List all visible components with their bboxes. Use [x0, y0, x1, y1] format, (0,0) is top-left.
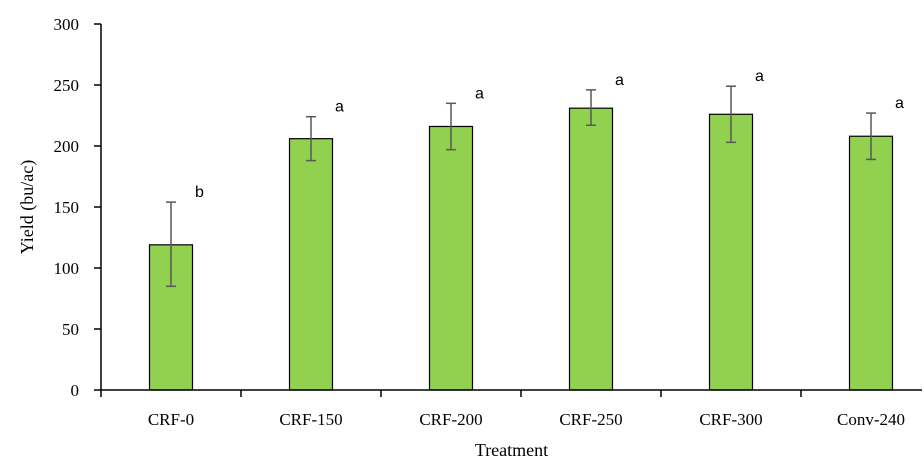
bar — [848, 135, 894, 391]
y-tick-label: 150 — [54, 198, 80, 217]
significance-letter: b — [195, 184, 204, 201]
x-tick-label: CRF-0 — [148, 410, 194, 429]
y-axis-ticks — [94, 23, 101, 391]
x-tick-label: Conv-240 — [837, 410, 905, 429]
y-tick-label: 50 — [62, 320, 79, 339]
y-tick-label: 250 — [54, 76, 80, 95]
bar — [288, 138, 334, 391]
error-bars — [166, 85, 876, 288]
x-axis-tick-labels: CRF-0 CRF-150 CRF-200 CRF-250 CRF-300 Conv-24… — [148, 410, 905, 429]
bar — [568, 107, 614, 391]
x-tick-label: CRF-200 — [419, 410, 482, 429]
y-axis-title: Yield (bu/ac) — [17, 160, 38, 254]
x-tick-label: CRF-300 — [699, 410, 762, 429]
significance-letter: a — [755, 68, 764, 85]
y-axis-tick-labels: 0 50 100 150 200 250 300 — [54, 15, 80, 400]
bars — [148, 107, 894, 391]
significance-letter: a — [335, 99, 344, 116]
significance-letter: a — [895, 95, 904, 112]
x-axis-ticks — [100, 390, 802, 397]
bar — [428, 125, 474, 391]
significance-letter: a — [615, 72, 624, 89]
y-tick-label: 100 — [54, 259, 80, 278]
x-axis-title: Treatment — [475, 440, 548, 459]
x-tick-label: CRF-150 — [279, 410, 342, 429]
significance-letters: b a a a a a — [195, 68, 904, 201]
bar — [708, 113, 754, 391]
y-tick-label: 0 — [71, 381, 80, 400]
y-tick-label: 300 — [54, 15, 80, 34]
y-tick-label: 200 — [54, 137, 80, 156]
x-tick-label: CRF-250 — [559, 410, 622, 429]
significance-letter: a — [475, 85, 484, 102]
